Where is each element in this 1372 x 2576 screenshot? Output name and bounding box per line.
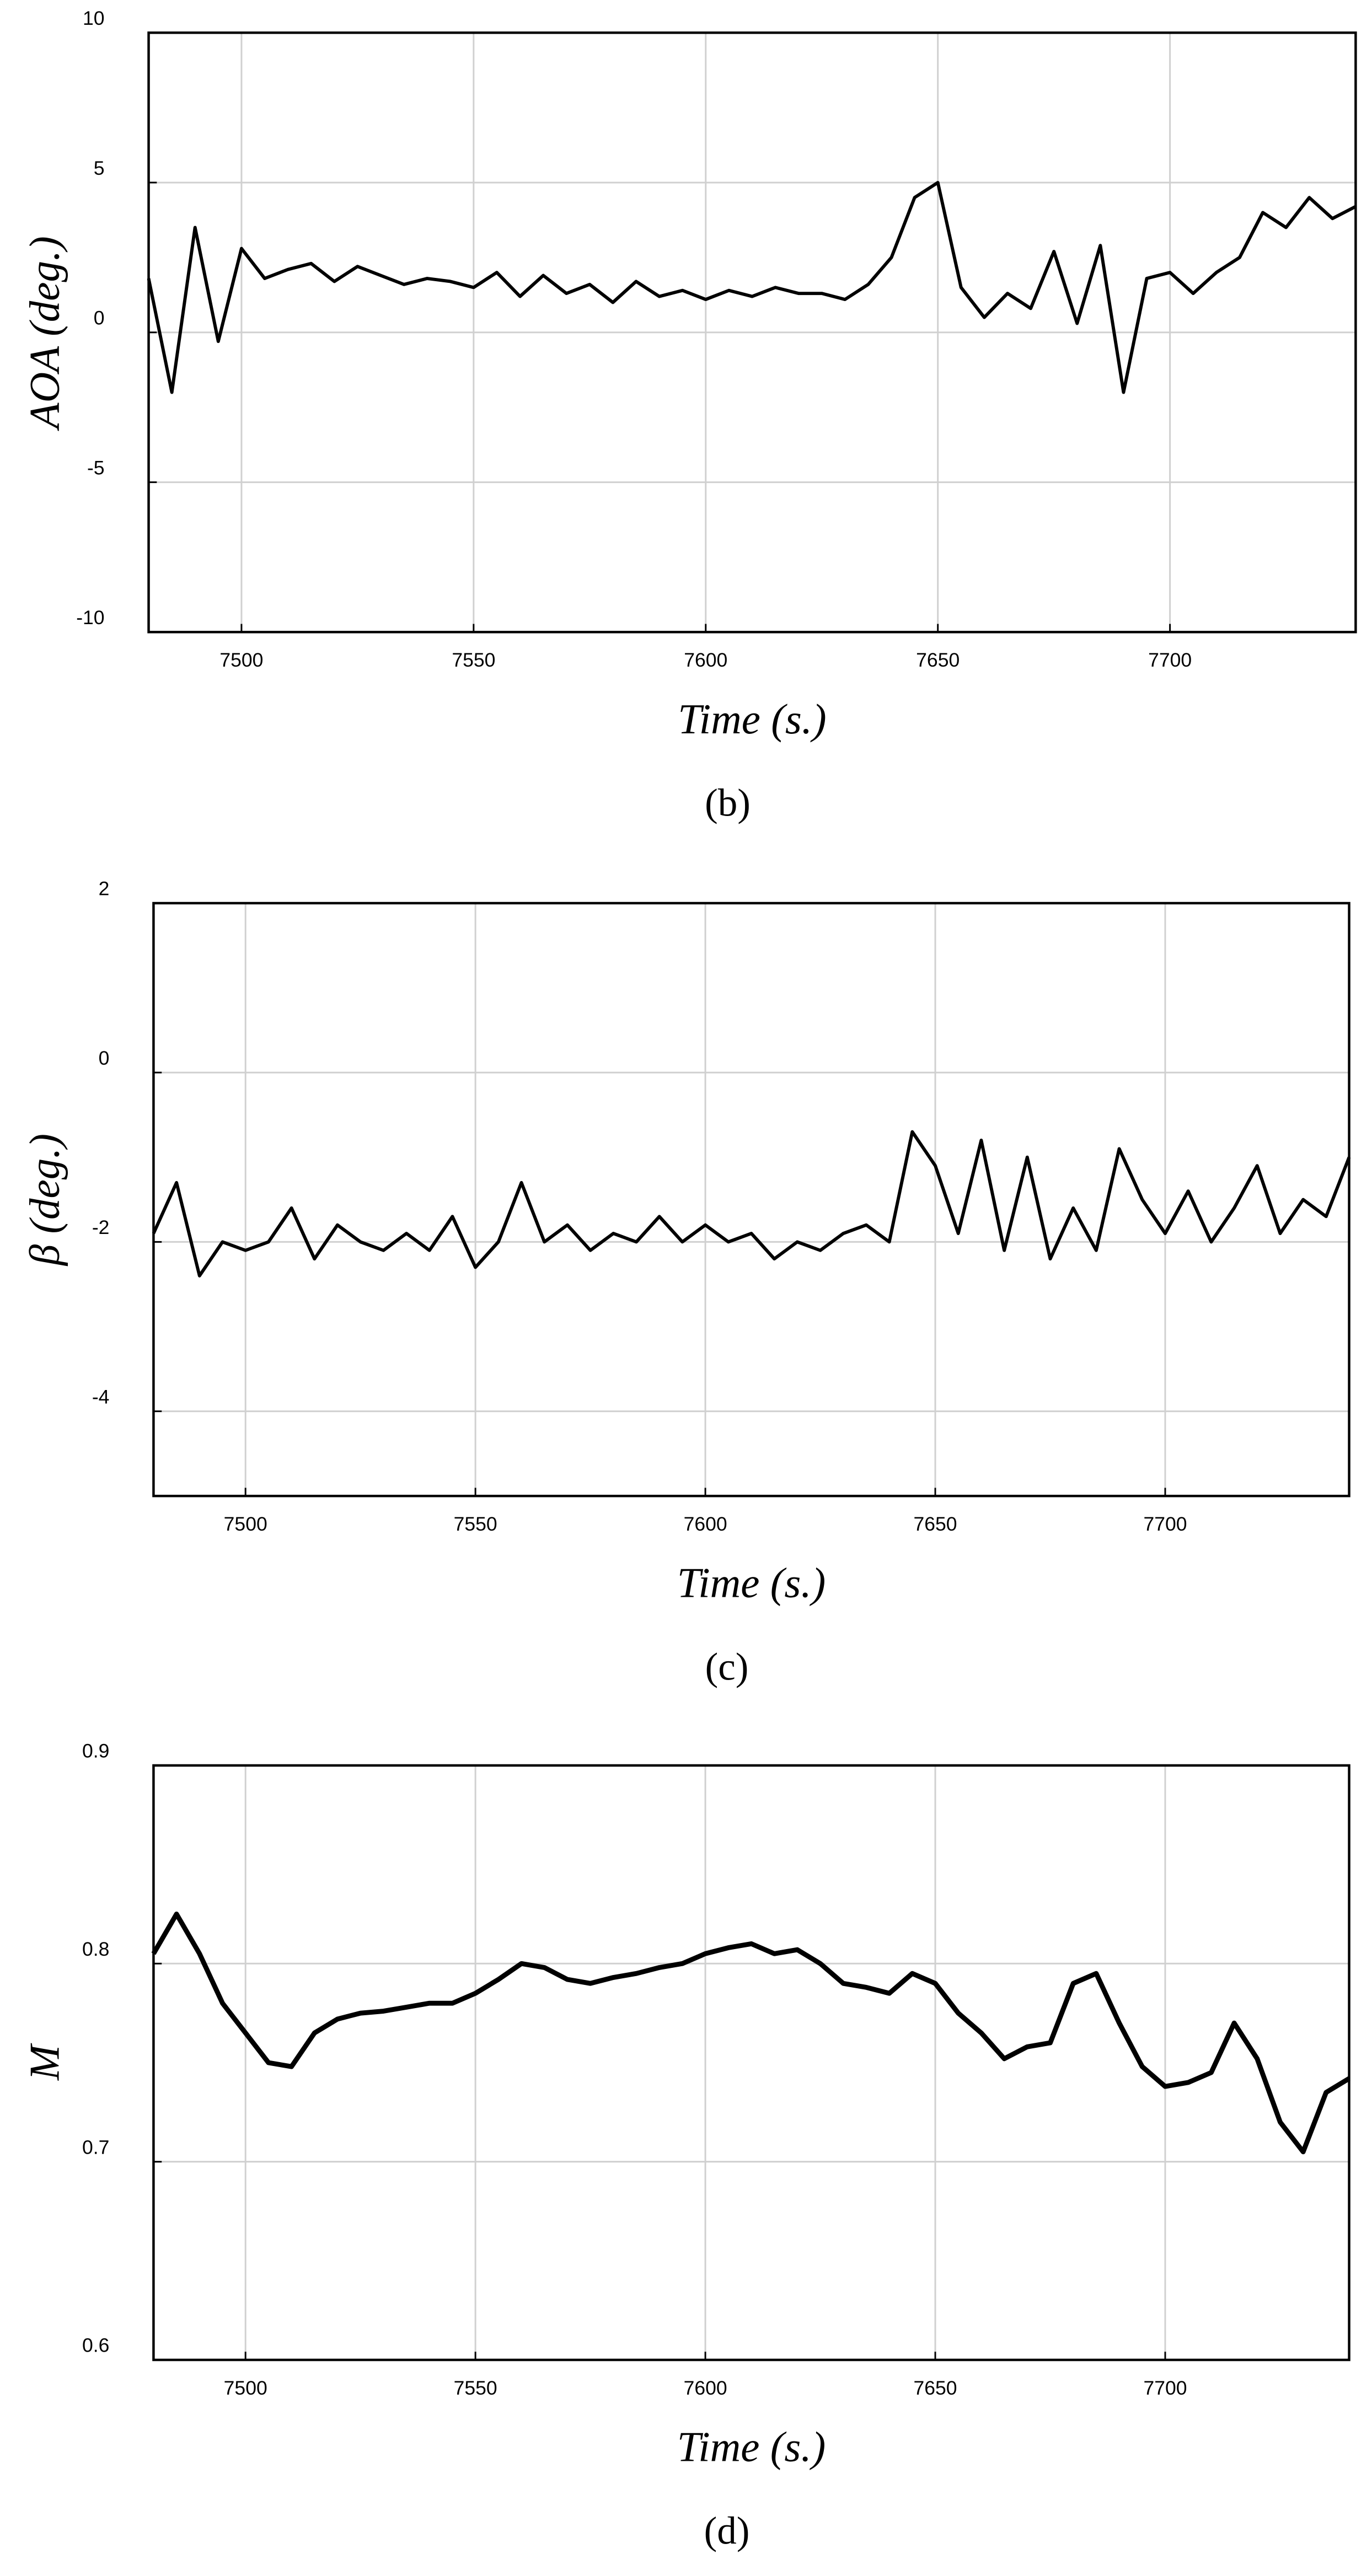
x-tick-label: 7600 (684, 2377, 727, 2399)
x-axis-label: Time (s.) (677, 1559, 826, 1607)
y-tick-label: -2 (92, 1216, 110, 1238)
y-tick-label: 5 (94, 157, 105, 179)
x-tick-label: 7650 (914, 2377, 957, 2399)
y-tick-label: -5 (87, 457, 105, 479)
data-line (152, 1130, 1351, 1278)
x-tick-label: 7550 (454, 2377, 497, 2399)
y-tick-label: -10 (76, 607, 104, 629)
y-tick-label: 0 (99, 1047, 110, 1069)
y-tick-label: 0 (94, 307, 105, 329)
plot-frame (152, 1764, 1350, 2362)
y-tick-label: 0.9 (82, 1740, 109, 1762)
x-tick-label: 7500 (224, 1513, 267, 1535)
x-tick-label: 7700 (1143, 2377, 1187, 2399)
y-tick-label: 0.8 (82, 1938, 109, 1960)
caption: (b) (705, 782, 751, 825)
x-tick-label: 7650 (916, 649, 960, 671)
caption: (d) (704, 2509, 750, 2552)
y-tick-label: 10 (83, 7, 105, 29)
y-tick-label: 2 (99, 878, 110, 900)
x-tick-label: 7500 (224, 2377, 267, 2399)
chart: 7500 7550 7600 7650 7700 -10 -5 0 5 10 Time (s.) AO… (21, 7, 1357, 825)
caption: (c) (705, 1645, 749, 1688)
chart: 7500 7550 7600 7650 7700 -4 -2 0 2 Time (s.) β (de… (21, 878, 1351, 1688)
plot-area (153, 1765, 1349, 2360)
y-axis-label: β (deg.) (21, 1134, 68, 1266)
y-axis-label: AOA (deg.) (21, 236, 68, 431)
plot-area (153, 903, 1349, 1496)
y-axis-label: M (21, 2043, 68, 2081)
x-tick-label: 7500 (219, 649, 263, 671)
plot-frame (152, 901, 1350, 1498)
data-line (151, 1912, 1350, 2155)
x-tick-label: 7600 (684, 649, 727, 671)
x-axis-label: Time (s.) (677, 2423, 826, 2471)
data-line (147, 181, 1357, 394)
x-tick-label: 7600 (684, 1513, 727, 1535)
x-tick-label: 7700 (1148, 649, 1192, 671)
x-tick-label: 7650 (914, 1513, 957, 1535)
x-tick-label: 7700 (1143, 1513, 1187, 1535)
y-tick-label: 0.7 (82, 2136, 109, 2158)
plot-frame (147, 31, 1357, 634)
x-axis-label: Time (s.) (678, 695, 827, 743)
x-tick-label: 7550 (454, 1513, 497, 1535)
y-tick-label: -4 (92, 1386, 110, 1408)
chart: 7500 7550 7600 7650 7700 0.6 0.7 0.8 0.9 Time (s.… (21, 1740, 1350, 2552)
x-tick-label: 7550 (452, 649, 495, 671)
y-tick-label: 0.6 (82, 2334, 109, 2357)
